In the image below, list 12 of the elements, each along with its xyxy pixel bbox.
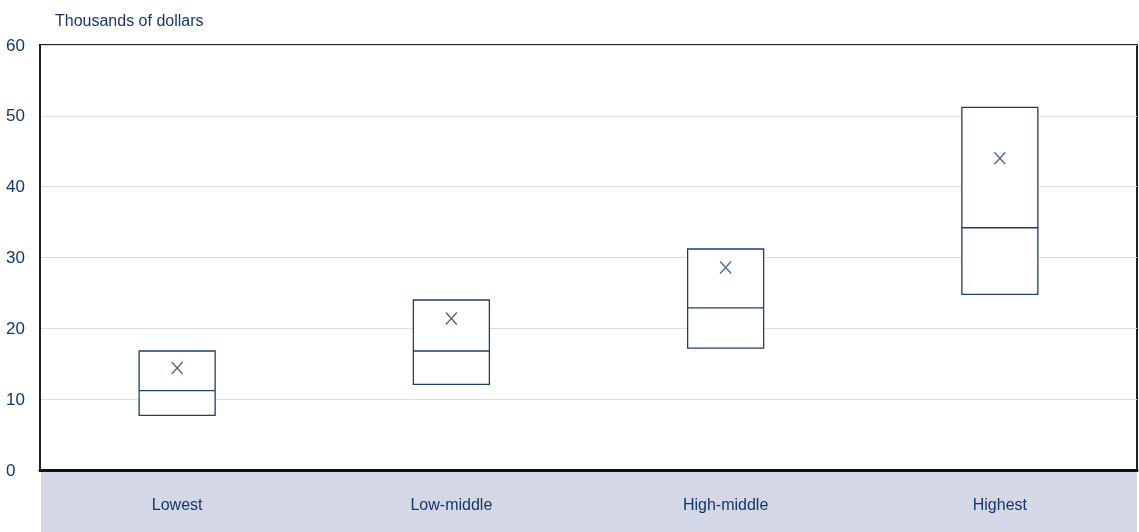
- y-tick-label: 30: [6, 248, 25, 267]
- y-tick-label: 0: [6, 460, 16, 480]
- x-tick-label: High-middle: [682, 495, 769, 513]
- y-tick-label: 50: [6, 106, 25, 126]
- y-tick-label: 20: [6, 318, 25, 338]
- x-tick-label: Highest: [972, 495, 1028, 513]
- y-tick-label: 60: [6, 35, 25, 55]
- y-tick-label: 40: [6, 177, 25, 197]
- y-axis-title: Thousands of dollars: [55, 11, 204, 29]
- y-tick-label: 10: [6, 389, 25, 409]
- x-tick-label: Low-middle: [410, 495, 493, 513]
- x-tick-label: Lowest: [151, 495, 204, 513]
